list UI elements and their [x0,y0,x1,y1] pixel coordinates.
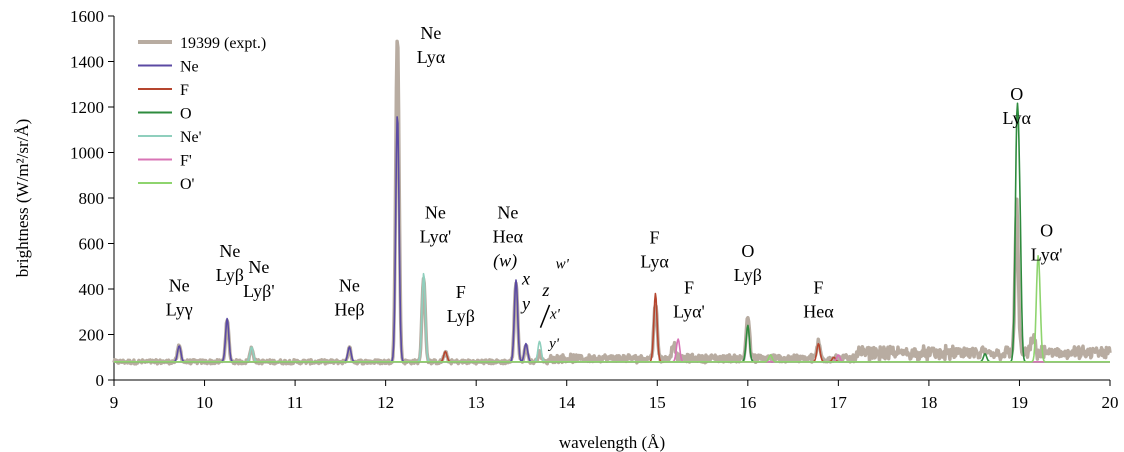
legend-label-3: O [180,106,192,123]
x-tick-label: 18 [920,393,937,412]
peak-label-o-lyb: O [741,241,754,261]
legend-label-0: 19399 (expt.) [180,35,266,52]
peak-label-ne-heb: Ne [339,275,360,295]
peak-label-f-lya-prime: Lyα' [673,302,705,322]
peak-label-f-hea: Heα [803,302,834,322]
series-line-0 [112,39,1112,366]
x-tick-label: 19 [1011,393,1028,412]
peak-label-ne-hea: Ne [497,202,518,222]
line-label-x: x [521,268,530,288]
x-tick-label: 15 [649,393,666,412]
series-layer [112,39,1112,366]
y-tick-label: 1600 [70,7,104,26]
x-tick-label: 17 [830,393,848,412]
line-label-x-prime: x' [549,307,561,323]
axes: 9 10 11 12 13 14 15 16 17 18 19 2002004006008001000… [70,7,1119,412]
series-line-6 [113,255,1111,363]
y-tick-label: 400 [79,280,105,299]
x-axis-label: wavelength (Å) [559,433,665,452]
peak-label-f-lyb: Lyβ [447,306,475,326]
legend: 19399 (expt.) Ne FO Ne' F' O' [138,35,266,193]
x-tick-label: 10 [196,393,213,412]
peak-label-o-lya-prime: O [1040,221,1053,241]
line-label-y-prime: y' [547,336,560,352]
peak-label-f-lya-prime: F [684,278,694,298]
y-axis-label: brightness (W/m²/sr/Å) [13,119,32,278]
x-tick-label: 13 [468,393,485,412]
peak-label-o-lya: Lyα [1003,108,1032,128]
peak-label-o-lyb: Lyβ [734,265,762,285]
y-tick-label: 0 [96,371,105,390]
line-label-z: z [541,280,549,300]
peak-label-ne-lyg: Lyγ [166,299,193,319]
peak-label-f-lya: Lyα [640,252,669,272]
series-line-1 [113,116,1111,363]
peak-label-f-lya: F [650,228,660,248]
line-label-y: y [520,293,530,313]
peak-label-o-lya: O [1010,84,1023,104]
legend-label-1: Ne [180,59,199,76]
peak-label-ne-lya-prime: Ne [425,202,446,222]
y-tick-label: 200 [79,326,105,345]
x-tick-label: 9 [110,393,119,412]
y-tick-label: 600 [79,235,105,254]
legend-label-6: O' [180,176,195,193]
x-tick-label: 16 [739,393,756,412]
peak-label-ne-lya: Ne [420,23,441,43]
line-label-w-prime: w' [556,257,570,273]
x-tick-label: 11 [287,393,303,412]
x-tick-label: 20 [1102,393,1119,412]
legend-label-4: Ne' [180,129,202,146]
y-tick-label: 1400 [70,53,104,72]
zx-divider-mark [539,304,551,328]
x-tick-label: 14 [558,393,576,412]
legend-label-5: F' [180,153,192,170]
peak-label-o-lya-prime: Lyα' [1031,245,1063,265]
peak-label-ne-lya-prime: Lyα' [420,226,452,246]
peak-label-ne-heb: Heβ [334,299,364,319]
peak-label-ne-lya: Lyα [417,47,446,67]
series-line-3 [113,102,1111,363]
y-tick-label: 1200 [70,98,104,117]
peak-label-f-lyb: F [456,282,466,302]
y-tick-label: 800 [79,189,105,208]
peak-label-ne-lyb-prime: Lyβ' [243,281,274,301]
y-tick-label: 1000 [70,144,104,163]
peak-label-ne-lyb: Ne [219,241,240,261]
x-tick-label: 12 [377,393,394,412]
peak-label-ne-hea: Heα [493,226,524,246]
legend-label-2: F [180,82,189,99]
peak-label-f-hea: F [813,278,823,298]
peak-label-ne-lyb-prime: Ne [248,257,269,277]
line-label-w: (w) [493,250,517,271]
peak-label-ne-lyg: Ne [169,275,190,295]
peak-label-ne-lyb: Lyβ [216,265,244,285]
